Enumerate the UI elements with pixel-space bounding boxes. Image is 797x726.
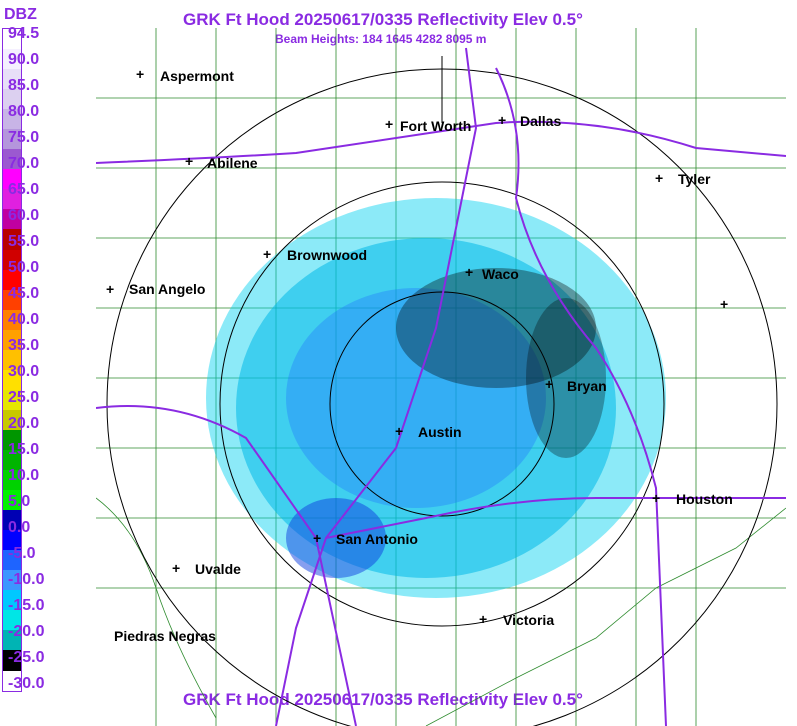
- city-label-houston: Houston: [676, 491, 733, 507]
- city-label-abilene: Abilene: [207, 155, 258, 171]
- city-marker-houston: +: [652, 490, 661, 506]
- legend-color-cell: [3, 209, 21, 230]
- legend-color-cell: [3, 249, 21, 270]
- city-label-fort-worth: Fort Worth: [400, 118, 472, 134]
- city-label-waco: Waco: [482, 266, 519, 282]
- legend-tick-label: 0.0: [8, 519, 31, 536]
- legend-tick-label: -20.0: [8, 623, 45, 640]
- legend-color-cell: [3, 229, 21, 250]
- city-marker-tyler: +: [655, 170, 664, 186]
- beam-heights-label: Beam Heights: 184 1645 4282 8095 m: [275, 32, 487, 46]
- legend-color-cell: [3, 409, 21, 430]
- legend-color-cell: [3, 650, 21, 671]
- radar-map[interactable]: [96, 28, 786, 726]
- legend-color-cell: [3, 570, 21, 591]
- legend-color-cell: [3, 69, 21, 90]
- legend-color-cell: [3, 89, 21, 110]
- legend-tick-label: 90.0: [8, 51, 40, 68]
- legend-tick-label: 85.0: [8, 77, 40, 94]
- legend-color-cell: [3, 490, 21, 511]
- legend-color-cell: [3, 349, 21, 370]
- city-label-dallas: Dallas: [520, 113, 562, 129]
- city-label-victoria: Victoria: [503, 612, 555, 628]
- city-label-aspermont: Aspermont: [160, 68, 234, 84]
- legend-color-cell: [3, 449, 21, 471]
- city-marker-victoria: +: [479, 611, 488, 627]
- legend-tick-label: 40.0: [8, 311, 40, 328]
- city-label-austin: Austin: [418, 424, 462, 440]
- city-label-brownwood: Brownwood: [287, 247, 368, 263]
- legend-tick-label: 25.0: [8, 389, 40, 406]
- city-marker-bryan: +: [545, 376, 554, 392]
- legend-tick-label: -30.0: [8, 675, 45, 692]
- legend-color-cell: [3, 670, 21, 691]
- legend-color-cell: [3, 309, 21, 330]
- legend-color-cell: [3, 189, 21, 210]
- city-marker-san-angelo: +: [106, 281, 115, 297]
- legend-tick-label: 15.0: [8, 441, 40, 458]
- city-label-san-angelo: San Angelo: [129, 281, 206, 297]
- legend-tick-label: 65.0: [8, 181, 40, 198]
- legend-color-cell: [3, 29, 21, 50]
- legend-color-cell: [3, 510, 21, 531]
- legend-color-cell: [3, 610, 21, 631]
- legend-tick-label: 70.0: [8, 155, 40, 172]
- legend-color-cell: [3, 269, 21, 290]
- legend-tick-label: 20.0: [8, 415, 40, 432]
- legend-tick-label: 10.0: [8, 467, 40, 484]
- reflectivity-legend: DBZ 94.5 90.0 85.0 80.0 75.0 70.0 65.0 60.0 55.0…: [0, 0, 70, 726]
- city-marker-dallas: +: [498, 112, 507, 128]
- legend-color-cell: [3, 590, 21, 611]
- reflectivity-echoes: [206, 198, 666, 598]
- city-marker-san-antonio: +: [313, 530, 322, 546]
- legend-unit-label: DBZ: [4, 6, 37, 23]
- legend-tick-label: 80.0: [8, 103, 40, 120]
- city-marker-brownwood: +: [263, 246, 272, 262]
- legend-color-cell: [3, 329, 21, 350]
- city-marker-austin: +: [395, 423, 404, 439]
- legend-color-cell: [3, 169, 21, 190]
- legend-color-cell: [3, 109, 21, 130]
- legend-color-cell: [3, 369, 21, 390]
- city-label-san-antonio: San Antonio: [336, 531, 418, 547]
- legend-tick-label: 5.0: [8, 493, 31, 510]
- legend-color-cell: [3, 470, 21, 491]
- legend-tick-label: -15.0: [8, 597, 45, 614]
- legend-tick-label: -25.0: [8, 649, 45, 666]
- legend-tick-label: 60.0: [8, 207, 40, 224]
- city-label-tyler: Tyler: [678, 171, 711, 187]
- legend-tick-label: 94.5: [8, 25, 40, 42]
- highways: [96, 47, 786, 726]
- city-label-bryan: Bryan: [567, 378, 607, 394]
- legend-color-cell: [3, 550, 21, 571]
- legend-tick-label: 35.0: [8, 337, 40, 354]
- legend-color-cell: [3, 389, 21, 410]
- legend-tick-label: 75.0: [8, 129, 40, 146]
- city-marker-unnamed: +: [720, 296, 729, 312]
- radar-title: GRK Ft Hood 20250617/0335 Reflectivity E…: [183, 10, 583, 29]
- city-label-uvalde: Uvalde: [195, 561, 241, 577]
- city-label-piedras-negras: Piedras Negras: [114, 628, 216, 644]
- legend-tick-label: 50.0: [8, 259, 40, 276]
- legend-tick-label: 30.0: [8, 363, 40, 380]
- city-marker-aspermont: +: [136, 66, 145, 82]
- legend-color-cell: [3, 149, 21, 170]
- city-marker-fort-worth: +: [385, 116, 394, 132]
- legend-color-cell: [3, 129, 21, 150]
- legend-color-cell: [3, 49, 21, 70]
- legend-color-cell: [3, 289, 21, 310]
- legend-tick-label: -10.0: [8, 571, 45, 588]
- legend-color-cell: [3, 429, 21, 450]
- legend-tick-label: 55.0: [8, 233, 40, 250]
- city-marker-abilene: +: [185, 153, 194, 169]
- legend-color-cell: [3, 630, 21, 651]
- legend-color-bar: [2, 28, 22, 692]
- city-marker-uvalde: +: [172, 560, 181, 576]
- legend-tick-label: -5.0: [8, 545, 36, 562]
- legend-tick-label: 45.0: [8, 285, 40, 302]
- legend-color-cell: [3, 530, 21, 551]
- city-marker-waco: +: [465, 264, 474, 280]
